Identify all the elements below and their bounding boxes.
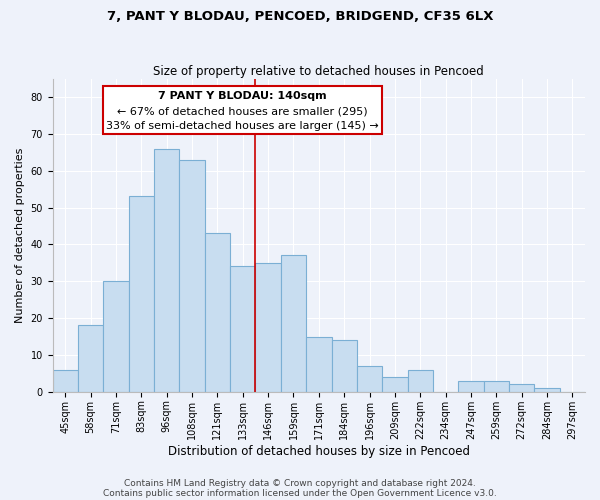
Bar (53, 370, 78, 392)
Bar (509, 384, 535, 392)
Text: ← 67% of detached houses are smaller (295): ← 67% of detached houses are smaller (29… (118, 106, 368, 116)
Bar (103, 281, 129, 392)
Bar (179, 160, 205, 392)
Bar (129, 196, 154, 392)
Bar (78, 326, 103, 392)
Bar (458, 380, 484, 392)
Bar (281, 256, 306, 392)
Bar (205, 234, 230, 392)
X-axis label: Distribution of detached houses by size in Pencoed: Distribution of detached houses by size … (168, 444, 470, 458)
Title: Size of property relative to detached houses in Pencoed: Size of property relative to detached ho… (154, 66, 484, 78)
FancyBboxPatch shape (103, 86, 382, 134)
Y-axis label: Number of detached properties: Number of detached properties (15, 148, 25, 323)
Bar (154, 148, 179, 392)
Text: Contains public sector information licensed under the Open Government Licence v3: Contains public sector information licen… (103, 488, 497, 498)
Bar (535, 388, 560, 392)
Text: Contains HM Land Registry data © Crown copyright and database right 2024.: Contains HM Land Registry data © Crown c… (124, 478, 476, 488)
Bar (332, 340, 357, 392)
Bar (382, 377, 407, 392)
Bar (407, 370, 433, 392)
Bar (306, 336, 332, 392)
Text: 7, PANT Y BLODAU, PENCOED, BRIDGEND, CF35 6LX: 7, PANT Y BLODAU, PENCOED, BRIDGEND, CF3… (107, 10, 493, 23)
Bar (230, 266, 256, 392)
Text: 33% of semi-detached houses are larger (145) →: 33% of semi-detached houses are larger (… (106, 121, 379, 131)
Bar (357, 366, 382, 392)
Bar (484, 380, 509, 392)
Text: 7 PANT Y BLODAU: 140sqm: 7 PANT Y BLODAU: 140sqm (158, 92, 327, 102)
Bar (256, 263, 281, 392)
